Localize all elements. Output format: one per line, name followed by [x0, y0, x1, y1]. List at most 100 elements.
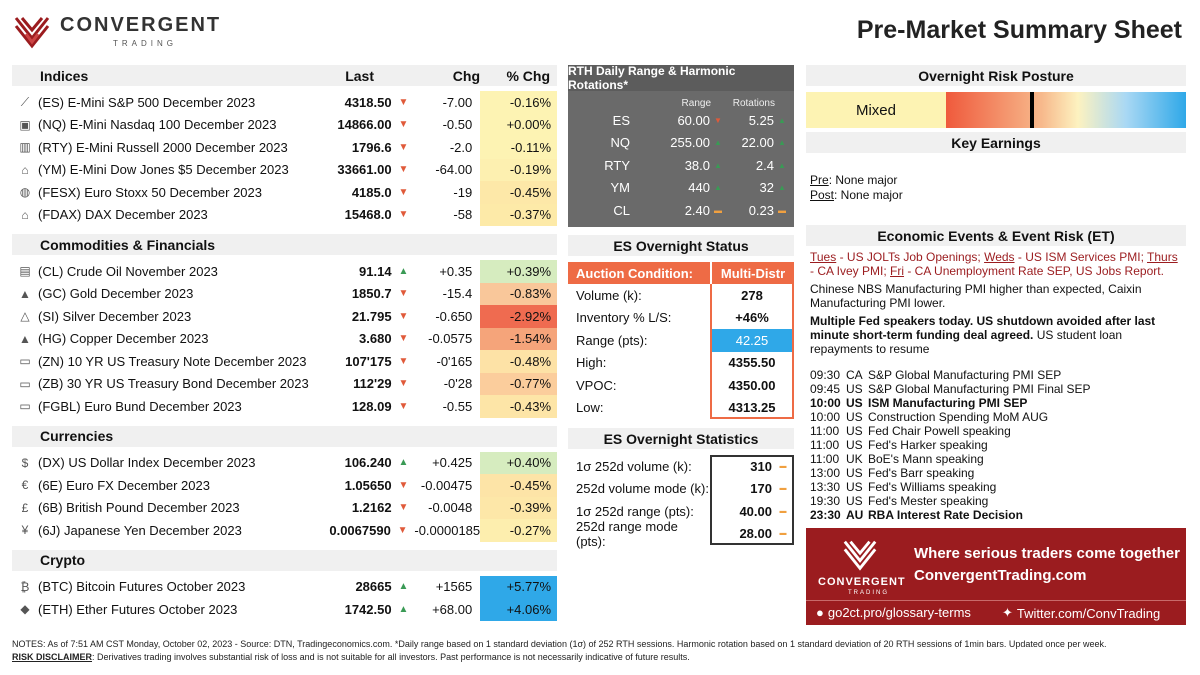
market-row: ▣ (NQ) E-Mini Nasdaq 100 December 2023 148…: [12, 113, 558, 136]
rth-rotations: 0.23: [748, 202, 774, 218]
last-price: 1.05650: [344, 477, 392, 493]
event-day: Tues: [810, 250, 837, 264]
event-time: 09:30: [810, 368, 841, 382]
es-status-row: Low: 4313.25: [568, 397, 794, 420]
right-column: Overnight Risk Posture Mixed Key Earning…: [806, 65, 1186, 522]
es-status-value: +46%: [735, 310, 769, 326]
bitcoin-icon: ₿: [20, 579, 30, 594]
es-stats-value-box: [710, 455, 794, 545]
rth-range: 60.00: [677, 112, 710, 128]
earnings-pre-value: : None major: [828, 173, 898, 187]
promo-logo-icon: [843, 540, 877, 571]
down-arrow-icon: ▼: [398, 378, 409, 390]
event-time: 11:00: [810, 424, 840, 438]
twitter-link[interactable]: ✦ Twitter.com/ConvTrading: [1002, 605, 1160, 621]
net-change: -0'28: [443, 376, 473, 392]
rth-rotations: 32: [759, 180, 774, 196]
market-row: ▭ (ZB) 30 YR US Treasury Bond December 20…: [12, 372, 558, 395]
events-para2-bold: Multiple Fed speakers today. US shutdown…: [810, 314, 1156, 342]
es-stats-rows-wrap: 1σ 252d volume (k): 310 ▬ 252d volume mode …: [568, 455, 794, 549]
rth-rotations: 2.4: [755, 157, 774, 173]
indices-title: Indices: [40, 67, 89, 84]
schedule-item: 11:00 US Fed Chair Powell speaking: [810, 424, 1182, 438]
risk-value: Mixed: [806, 92, 946, 128]
rth-title: RTH Daily Range & Harmonic Rotations*: [568, 64, 794, 92]
last-column-header: Last: [345, 67, 374, 84]
last-price: 106.240: [344, 455, 392, 471]
event-text: ISM Manufacturing PMI SEP: [868, 396, 1028, 410]
up-arrow-icon: ▲: [714, 138, 722, 148]
bond-icon: ▭: [19, 354, 31, 369]
rth-range: 2.40: [684, 202, 710, 218]
direction-indicator: ▼: [392, 97, 416, 108]
rth-rot-indicator: ▬: [774, 206, 790, 215]
instrument-cell: € (6E) Euro FX December 2023: [12, 478, 325, 493]
commodities-header: Commodities & Financials: [12, 234, 557, 255]
earnings-pre-label: Pre: [810, 173, 829, 187]
es-stats-value: 28.00: [739, 526, 772, 542]
net-change: -0.0000185: [414, 522, 481, 538]
event-text: Fed Chair Powell speaking: [868, 424, 1011, 438]
flat-dash-icon: ▬: [778, 205, 786, 215]
percent-change: -0.48%: [480, 350, 558, 373]
event-country: US: [846, 424, 863, 438]
net-change: +0.35: [439, 263, 473, 279]
es-status-label: Volume (k):: [576, 287, 642, 303]
instrument-name: (SI) Silver December 2023: [38, 308, 192, 324]
net-change: -58: [453, 207, 473, 223]
down-arrow-icon: ▼: [398, 288, 409, 300]
last-price: 1742.50: [344, 601, 392, 617]
percent-change: -0.45%: [480, 181, 558, 204]
glossary-link[interactable]: ● go2ct.pro/glossary-terms: [816, 605, 971, 620]
barrel-icon: ▤: [19, 264, 31, 279]
markets-table: Indices Last Chg % Chg ⟋ (ES) E-Mini S&P …: [12, 65, 558, 621]
risk-title: Overnight Risk Posture: [806, 65, 1186, 86]
es-stats-panel: ES Overnight Statistics 1σ 252d volume (…: [568, 428, 794, 549]
rth-row: RTY 38.0 ▲ 2.4 ▲: [568, 154, 794, 177]
last-price: 14866.00: [337, 117, 392, 133]
es-status-value: 42.25: [710, 329, 794, 352]
percent-change: +0.40%: [480, 451, 558, 474]
es-status-row: High: 4355.50: [568, 352, 794, 375]
promo-divider: [806, 600, 1186, 601]
event-country: US: [846, 438, 863, 452]
instrument-name: (ES) E-Mini S&P 500 December 2023: [38, 94, 256, 110]
last-price: 112'29: [353, 376, 392, 392]
schedule-item: 10:00 US Construction Spending MoM AUG: [810, 410, 1182, 424]
promo-banner[interactable]: CONVERGENT TRADING Where serious traders…: [806, 528, 1186, 625]
last-price: 1850.7: [351, 286, 392, 302]
market-row: ▭ (FGBL) Euro Bund December 2023 128.09 ▼ -0…: [12, 395, 558, 418]
percent-change: -0.19%: [480, 158, 558, 181]
es-status-value: 4355.50: [728, 355, 776, 371]
down-arrow-icon: ▼: [398, 164, 409, 176]
direction-indicator: ▼: [392, 401, 416, 412]
instrument-name: (FESX) Euro Stoxx 50 December 2023: [38, 184, 262, 200]
rth-column-headers: Range Rotations: [568, 91, 794, 109]
rth-symbol: RTY: [604, 157, 630, 173]
percent-change: -0.45%: [480, 474, 558, 497]
instrument-cell: ⌂ (YM) E-Mini Dow Jones $5 December 2023: [12, 162, 325, 177]
market-row: ▥ (RTY) E-Mini Russell 2000 December 2023…: [12, 136, 558, 159]
direction-indicator: ▼: [392, 378, 416, 389]
instrument-name: (YM) E-Mini Dow Jones $5 December 2023: [38, 162, 289, 178]
up-arrow-icon: ▲: [714, 160, 722, 170]
instrument-name: (6J) Japanese Yen December 2023: [38, 522, 242, 538]
bond-icon: ▭: [19, 399, 31, 414]
percent-change: -0.39%: [480, 496, 558, 519]
risk-marker: [1030, 92, 1034, 128]
disclaimer-label: RISK DISCLAIMER: [12, 652, 93, 662]
promo-site[interactable]: ConvergentTrading.com: [914, 567, 1087, 584]
crypto-header: Crypto: [12, 549, 557, 571]
flat-dash-icon: ▬: [779, 485, 787, 493]
rth-rotations: 22.00: [741, 135, 774, 151]
instrument-cell: $ (DX) US Dollar Index December 2023: [12, 455, 325, 470]
event-country: CA: [846, 368, 863, 382]
net-change: -0.0575: [428, 331, 473, 347]
percent-change: +0.39%: [480, 260, 558, 283]
direction-indicator: ▼: [392, 333, 416, 344]
gold-bars-icon: ▲: [19, 286, 31, 301]
schedule-item: 23:30 AU RBA Interest Rate Decision: [810, 508, 1182, 522]
footer: NOTES: As of 7:51 AM CST Monday, October…: [12, 638, 1187, 664]
schedule-item: 13:30 US Fed's Williams speaking: [810, 480, 1182, 494]
down-arrow-icon: ▼: [398, 400, 409, 412]
